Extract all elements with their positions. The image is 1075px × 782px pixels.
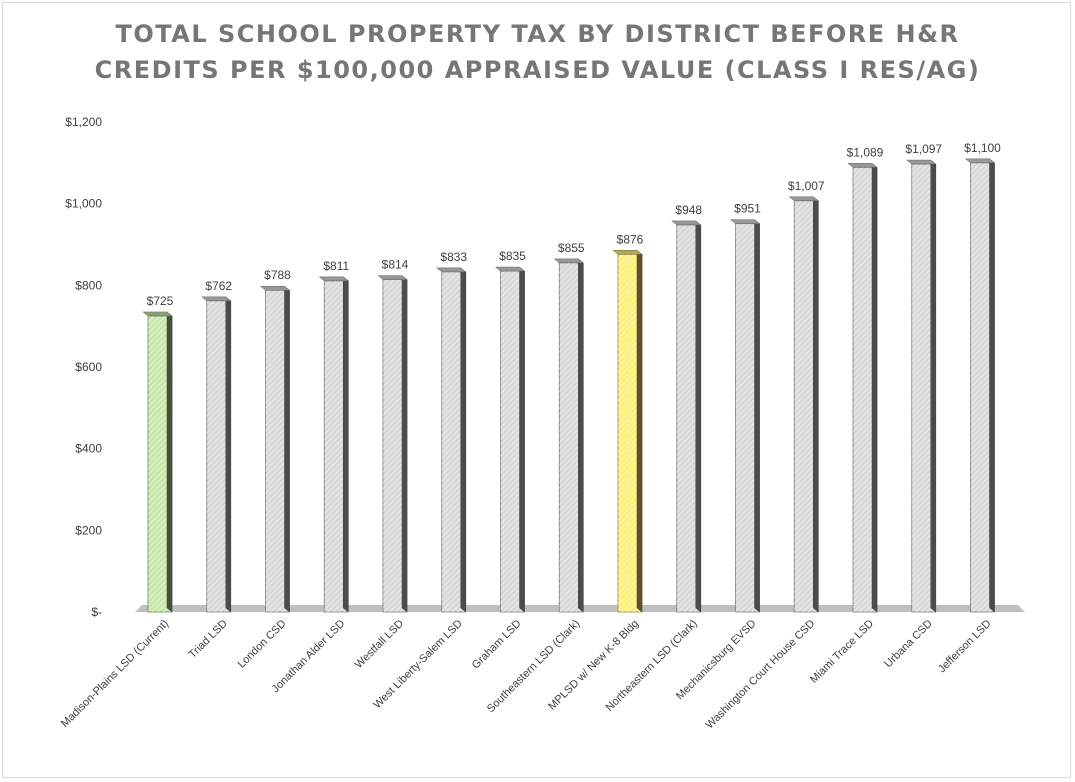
data-label: $1,097 (905, 142, 942, 156)
bar (377, 275, 408, 613)
bar-side (578, 258, 584, 613)
y-tick-label: $600 (75, 360, 102, 374)
bar-side (401, 275, 408, 613)
data-label: $833 (440, 250, 467, 264)
bar-top (318, 276, 349, 282)
data-label: $814 (382, 258, 409, 272)
y-tick-label: $- (91, 605, 102, 619)
bar (259, 285, 291, 613)
bar (788, 196, 819, 613)
bar-top (964, 158, 996, 164)
category-label: Washington Court House CSD (704, 618, 818, 732)
data-label: $876 (617, 232, 644, 246)
data-label: $788 (264, 268, 291, 282)
y-tick-label: $1,000 (65, 197, 102, 211)
bar-top (553, 258, 584, 264)
bar-top (847, 163, 878, 168)
bar-side (460, 267, 466, 613)
bar-side (813, 196, 819, 613)
bar (553, 258, 584, 613)
category-label: Miami Trace LSD (808, 618, 876, 686)
bar-top (671, 220, 702, 226)
y-tick-label: $1,200 (65, 115, 102, 129)
bar-top (788, 196, 819, 202)
data-label: $855 (558, 241, 585, 255)
bar-top (906, 159, 937, 165)
chart-title-line-2: CREDITS PER $100,000 APPRAISED VALUE (CL… (94, 56, 981, 84)
bar-top (201, 296, 232, 302)
bar-top (377, 275, 408, 280)
y-tick-label: $200 (75, 523, 102, 537)
bar-top (142, 311, 173, 317)
category-label: Westfall LSD (353, 618, 406, 671)
bar-side (225, 296, 231, 613)
y-tick-label: $800 (75, 278, 102, 292)
data-label: $1,007 (788, 179, 825, 193)
bar-side (343, 276, 349, 613)
data-label: $948 (675, 203, 702, 217)
bar-side (284, 285, 290, 613)
data-label: $1,100 (964, 141, 1001, 155)
category-label: Triad LSD (187, 618, 230, 661)
bar-top (612, 250, 643, 255)
chart-title-line-1: TOTAL SCHOOL PROPERTY TAX BY DISTRICT BE… (115, 20, 960, 48)
bar-side (636, 249, 643, 613)
bar (142, 311, 173, 613)
category-label: Madison-Plains LSD (Current) (59, 618, 171, 730)
data-label: $835 (499, 249, 526, 263)
bar (612, 249, 643, 613)
bar-side (930, 159, 936, 613)
bar-side (989, 158, 995, 613)
bar (436, 267, 467, 613)
bar-side (519, 266, 525, 613)
bar (201, 296, 232, 613)
bar-top (494, 266, 526, 272)
bar (671, 220, 702, 613)
bar (847, 162, 878, 613)
bar (494, 266, 526, 613)
data-label: $951 (734, 202, 761, 216)
bar-side (754, 219, 760, 613)
data-label: $762 (205, 279, 232, 293)
category-label: Urbana CSD (882, 618, 935, 671)
bar-top (436, 267, 467, 273)
bar-side (166, 311, 173, 613)
category-label: London CSD (236, 618, 289, 671)
data-label: $811 (323, 259, 349, 273)
category-label: Graham LSD (470, 618, 524, 672)
y-tick-label: $400 (75, 442, 102, 456)
bar-side (871, 162, 878, 613)
category-label: Jefferson LSD (936, 618, 994, 676)
bar-top (729, 219, 761, 224)
bar-side (695, 220, 701, 613)
bar-top (259, 285, 291, 291)
bar (906, 159, 937, 613)
data-label: $725 (147, 294, 174, 308)
data-label: $1,089 (847, 145, 884, 159)
bar (729, 219, 761, 613)
bar (318, 276, 349, 613)
bar (964, 158, 996, 613)
